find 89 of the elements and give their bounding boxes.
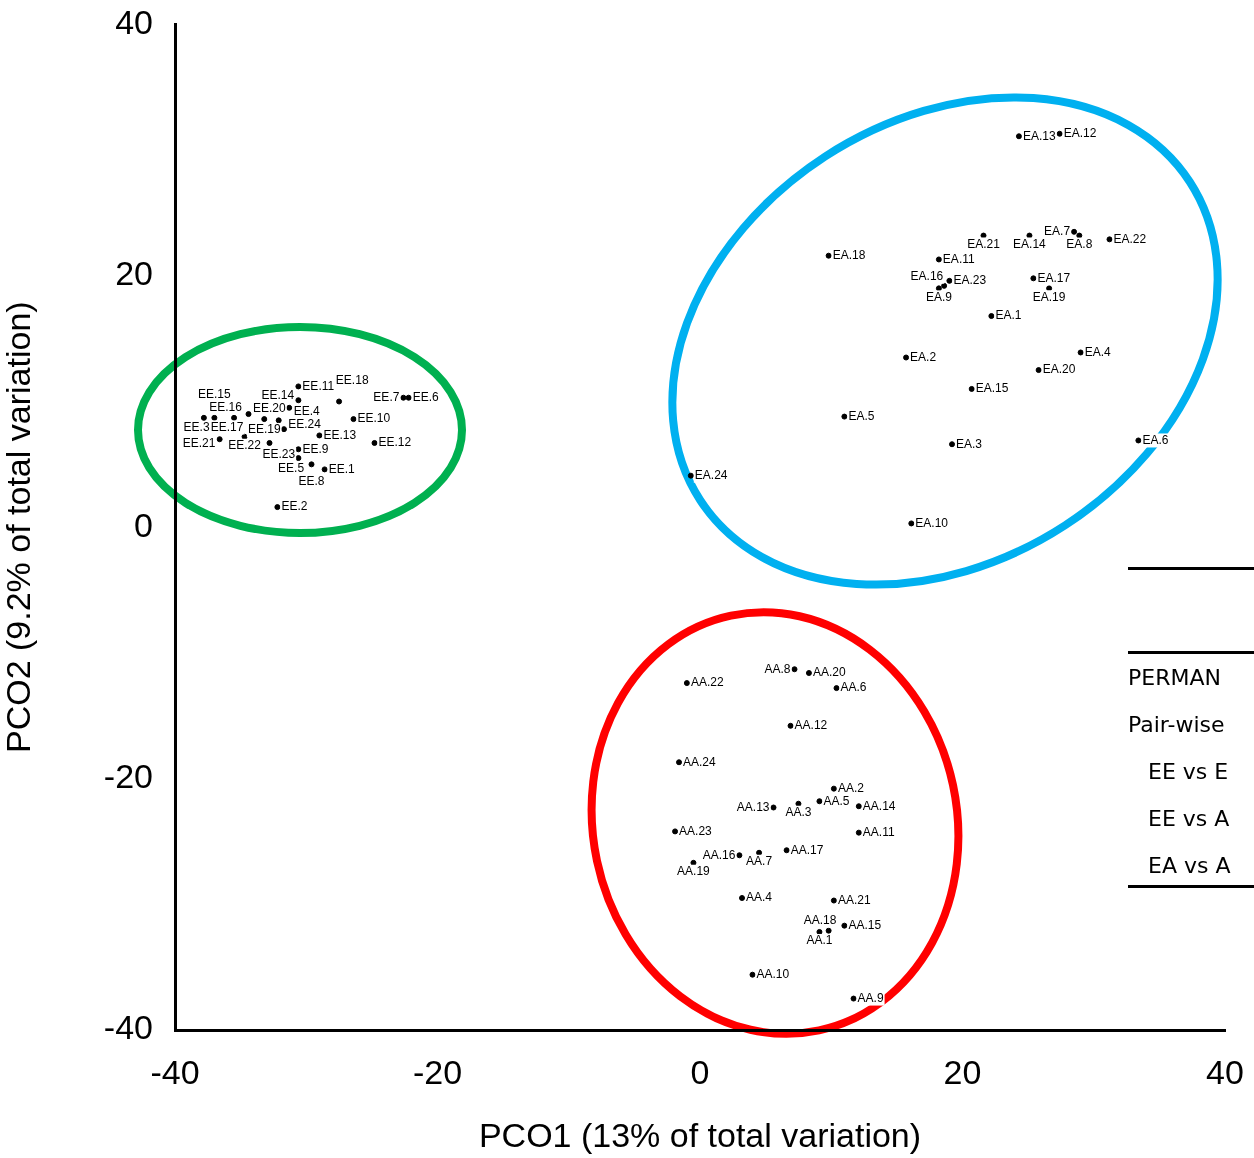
data-label: AA.3 (785, 805, 812, 820)
data-label: AA.13 (736, 799, 770, 814)
data-label: EA.13 (1022, 128, 1056, 143)
data-label: EA.1 (995, 308, 1022, 323)
y-axis-title: PCO2 (9.2% of total variation) (0, 301, 37, 754)
data-label: AA.10 (756, 967, 790, 981)
data-label: AA.1 (806, 933, 833, 948)
data-label: EA.2 (910, 349, 937, 364)
data-label: EA.4 (1084, 344, 1111, 359)
data-label: EE.16 (209, 399, 243, 414)
data-label: EE.6 (412, 390, 439, 405)
annotation: PERMAN (1128, 664, 1221, 692)
data-label: EA.23 (953, 273, 987, 288)
data-label: AA.2 (837, 780, 865, 795)
data-label: EA.7 (1044, 224, 1071, 239)
data-label: EE.10 (357, 411, 391, 426)
data-label: EA.22 (1113, 231, 1147, 246)
data-label: AA.7 (746, 854, 773, 869)
y-tick-label: 20 (115, 254, 153, 293)
x-tick-label: 40 (1206, 1052, 1244, 1091)
data-label: EA.19 (1032, 289, 1066, 304)
data-label: EA.18 (832, 248, 866, 262)
x-tick-label: -40 (150, 1052, 200, 1091)
x-tick-label: -20 (412, 1052, 463, 1091)
data-label: EA.14 (1013, 236, 1047, 251)
data-label: EA.20 (1042, 362, 1076, 377)
data-label: AA.12 (794, 718, 828, 733)
x-tick-label: 0 (690, 1052, 710, 1091)
data-label: EE.11 (302, 378, 335, 393)
data-label: AA.24 (682, 754, 717, 769)
data-label: EE.17 (210, 419, 244, 434)
x-tick-label: 20 (943, 1052, 982, 1091)
annotation: Pair-wise (1128, 711, 1225, 739)
data-label: EA.16 (910, 268, 944, 283)
data-label: EA.11 (942, 251, 975, 266)
data-label: EE.14 (261, 388, 295, 403)
data-label: EE.2 (281, 499, 308, 514)
data-label: EE.12 (378, 435, 412, 450)
data-label: EE.8 (298, 473, 325, 488)
data-label: EA.12 (1063, 126, 1097, 141)
data-label: AA.19 (677, 864, 711, 879)
data-label: AA.22 (690, 675, 724, 690)
data-label: EE.23 (262, 447, 296, 462)
data-label: EE.3 (183, 420, 210, 435)
y-tick-label: -40 (103, 1008, 153, 1047)
annotation: EE vs A (1148, 805, 1230, 833)
data-label: EE.7 (373, 390, 400, 405)
data-label: EE.19 (247, 422, 281, 437)
data-label: EA.8 (1066, 236, 1093, 251)
data-label: EE.9 (302, 441, 329, 456)
data-label: EE.18 (335, 372, 369, 387)
data-label: AA.8 (764, 661, 791, 676)
data-label: EE.20 (253, 400, 287, 415)
data-label: EA.6 (1142, 432, 1169, 447)
data-label: EA.10 (915, 515, 949, 530)
data-label: EA.17 (1037, 270, 1071, 285)
y-tick-label: 40 (115, 2, 153, 41)
data-label: EE.13 (323, 427, 357, 442)
data-label: EE.1 (328, 461, 355, 476)
annotation: EA vs A (1148, 852, 1231, 880)
data-label: AA.16 (702, 847, 736, 862)
x-axis-title: PCO1 (13% of total variation) (478, 1115, 922, 1154)
data-label: EA.24 (694, 467, 728, 482)
data-label: EE.21 (182, 435, 216, 450)
data-label: AA.9 (857, 990, 884, 1005)
data-label: AA.14 (862, 798, 896, 813)
y-tick-label: 0 (134, 505, 153, 544)
data-label: AA.23 (679, 823, 713, 838)
y-tick-label: -20 (103, 756, 153, 795)
data-label: EE.4 (293, 404, 321, 419)
data-label: AA.5 (823, 793, 850, 808)
data-label: EE.24 (288, 417, 322, 432)
data-label: EE.22 (228, 438, 262, 453)
data-label: EE.5 (278, 460, 305, 475)
data-label: EA.21 (967, 236, 1001, 251)
data-label: EA.9 (925, 289, 953, 304)
data-label: AA.18 (803, 912, 837, 927)
data-label: EA.3 (956, 436, 983, 451)
data-label: AA.17 (790, 842, 824, 857)
data-label: EA.5 (848, 408, 875, 423)
data-label: EA.15 (975, 381, 1009, 396)
data-label: AA.6 (840, 680, 867, 695)
annotation: EE vs E (1148, 758, 1229, 786)
data-label: AA.20 (812, 665, 846, 680)
data-label: AA.15 (848, 917, 882, 932)
data-label: AA.4 (746, 890, 773, 905)
data-label: AA.21 (837, 892, 871, 907)
data-label: EE.15 (198, 387, 232, 402)
data-label: AA.11 (862, 824, 895, 839)
